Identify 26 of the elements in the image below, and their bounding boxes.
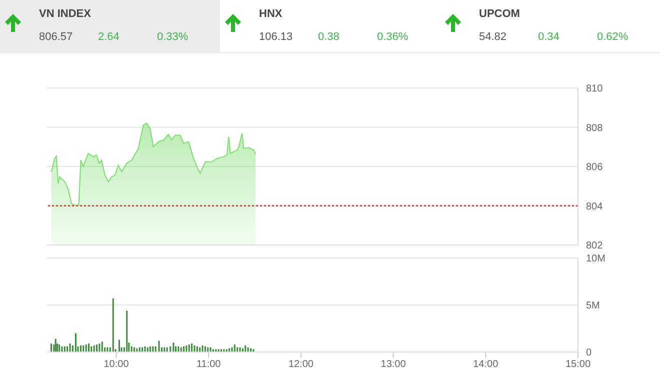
text: UPCOM [479,8,520,20]
x-tick-label: 14:00 [473,359,499,370]
text: 806.57 [39,31,73,43]
x-tick-label: 13:00 [380,359,406,370]
text: 0.34 [538,31,560,43]
y-tick-label: 802 [586,240,604,252]
text: 0.36% [377,31,408,43]
y-tick-label: 10M [586,254,606,265]
y-tick-label: 804 [586,201,604,212]
y-tick-label: 5M [586,300,600,312]
text: 106.13 [259,31,293,43]
y-tick-label: 808 [586,122,604,134]
y-tick-label: 810 [586,84,604,95]
text: HNX [259,8,282,20]
text: 0.62% [597,31,628,43]
text: 0.38 [318,31,340,43]
x-tick-label: 12:00 [288,359,314,370]
x-tick-label: 15:00 [565,359,591,370]
text: 2.64 [98,31,120,43]
x-tick-label: 10:00 [104,359,130,370]
text: 0.33% [157,31,188,43]
text: VN INDEX [39,8,91,20]
text: 54.82 [479,31,507,43]
y-tick-label: 806 [586,162,604,174]
x-tick-label: 11:00 [196,359,222,370]
y-tick-label: 0 [586,348,592,359]
